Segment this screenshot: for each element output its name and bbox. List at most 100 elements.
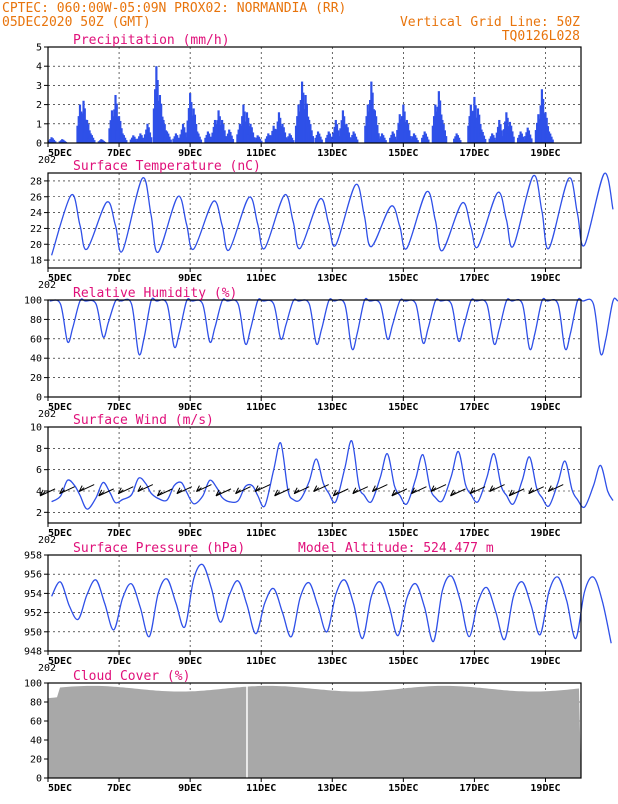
precip-bar: [511, 131, 514, 143]
precip-bar: [90, 135, 93, 143]
precip-bar: [305, 103, 308, 143]
precip-bar: [241, 116, 244, 143]
panel-title: Precipitation (mm/h): [73, 33, 230, 48]
precip-bar: [124, 137, 127, 143]
x-tick-label: 15DEC: [388, 273, 418, 284]
precip-bar: [341, 110, 345, 143]
y-tick-label: 956: [24, 570, 42, 581]
precip-bar: [216, 120, 219, 143]
precip-bar: [538, 118, 541, 143]
x-year-label: 202: [38, 155, 56, 166]
precip-bar: [432, 116, 436, 143]
wind-arrowhead: [98, 489, 105, 497]
precip-bar: [102, 140, 105, 143]
precip-bar: [337, 130, 340, 143]
precip-bar: [228, 129, 231, 143]
precip-bar: [47, 140, 51, 143]
precip-bar: [119, 138, 122, 143]
precip-bar: [62, 139, 65, 143]
precip-bar: [51, 138, 54, 143]
precip-bar: [344, 129, 347, 143]
x-tick-label: 17DEC: [459, 402, 489, 413]
precip-bar: [431, 125, 434, 143]
y-tick-label: 2: [36, 508, 42, 519]
precip-bar: [196, 131, 199, 143]
precip-bar: [396, 130, 399, 143]
precip-bar: [187, 108, 190, 143]
x-tick-label: 5DEC: [48, 148, 72, 159]
precip-bar: [482, 135, 486, 143]
precip-bar: [169, 139, 172, 143]
precip-bar: [100, 139, 103, 143]
wind-arrow: [313, 484, 329, 493]
precip-bar: [134, 138, 137, 143]
wind-arrow: [293, 486, 310, 495]
x-tick-label: 19DEC: [530, 656, 560, 667]
y-tick-label: 954: [24, 589, 42, 600]
precip-bar: [378, 138, 381, 143]
wind-arrow: [98, 488, 114, 497]
precip-bar: [412, 133, 416, 143]
precip-bar: [76, 125, 79, 143]
precip-bar: [369, 99, 372, 143]
precip-bar: [272, 125, 275, 143]
precip-bar: [544, 112, 547, 143]
precip-bar: [256, 135, 259, 143]
precip-bar: [88, 136, 91, 143]
precip-bar: [473, 96, 476, 143]
precip-bar: [287, 136, 290, 143]
x-tick-label: 15DEC: [388, 783, 418, 794]
wind-arrow: [352, 486, 369, 495]
precip-bar: [292, 140, 295, 143]
y-tick-label: 3: [36, 81, 42, 92]
precip-bar: [259, 138, 262, 143]
precip-bar: [184, 132, 187, 143]
precip-bar: [498, 119, 501, 143]
precip-bar: [332, 132, 335, 143]
x-tick-label: 7DEC: [107, 402, 131, 413]
precip-bar: [333, 126, 336, 143]
x-tick-label: 11DEC: [246, 402, 276, 413]
y-tick-label: 40: [30, 354, 42, 365]
precip-bar: [165, 131, 169, 143]
precip-bar: [133, 136, 136, 143]
precip-bar: [61, 139, 64, 143]
precip-bar: [335, 124, 339, 143]
precip-bar: [536, 122, 539, 143]
precip-bar: [399, 125, 402, 143]
wind-arrowhead: [215, 489, 222, 497]
precip-bar: [346, 127, 349, 143]
precip-bar: [468, 116, 471, 143]
precip-bar: [376, 125, 379, 143]
wind-arrowhead: [528, 487, 535, 495]
precip-bar: [391, 131, 394, 143]
x-tick-label: 9DEC: [178, 783, 202, 794]
precip-bar: [496, 126, 500, 143]
panel-frame: [47, 426, 582, 524]
precip-bar: [192, 108, 195, 143]
panels: 0 1 2 3 4 5 5DEC 7DEC 9DEC 11DEC 13DEC 15DEC 17DEC 19…: [24, 33, 618, 794]
precip-bar: [529, 134, 532, 143]
precip-bar: [438, 132, 442, 143]
precip-bar: [543, 121, 546, 143]
y-tick-label: 8: [36, 444, 42, 455]
precip-bar: [268, 135, 271, 143]
precip-bar: [484, 138, 487, 143]
precip-bar: [316, 131, 320, 143]
precip-bar: [278, 134, 282, 143]
x-tick-label: 11DEC: [246, 528, 276, 539]
precip-bar: [550, 136, 553, 143]
precip-bar: [117, 116, 121, 143]
precip-bar: [402, 104, 405, 143]
precip-bar: [208, 133, 211, 143]
x-tick-label: 5DEC: [48, 402, 72, 413]
precip-bar: [87, 124, 90, 143]
precip-bar: [525, 132, 528, 143]
precip-bar: [404, 126, 407, 143]
precip-bar: [390, 134, 393, 143]
wind-arrowhead: [469, 487, 476, 495]
precip-bar: [249, 123, 252, 143]
precip-bar: [426, 136, 429, 143]
precip-bar: [308, 119, 311, 143]
precip-bar: [209, 136, 212, 143]
